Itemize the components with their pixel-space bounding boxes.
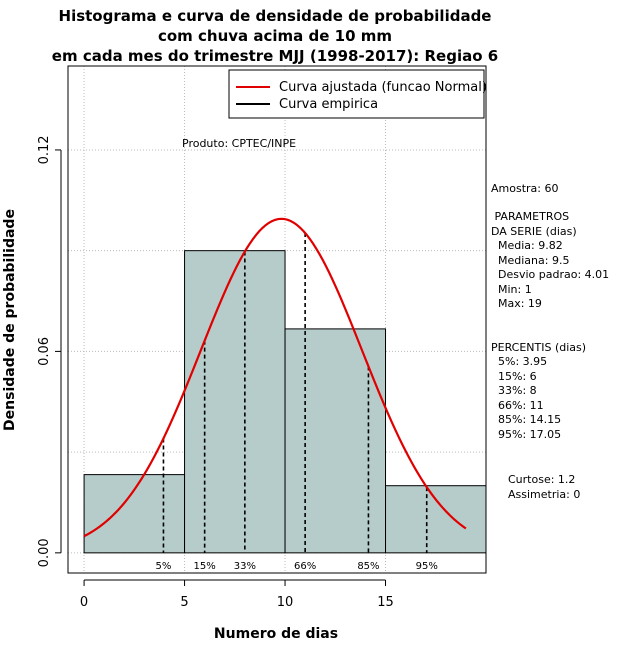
legend-fit-label: Curva ajustada (funcao Normal) xyxy=(279,80,487,95)
histogram-bar-1 xyxy=(83,474,186,554)
chart-title-line-1: Histograma e curva de densidade de proba… xyxy=(59,7,492,25)
legend-empirical-label: Curva empirica xyxy=(279,97,378,112)
normal-fit-curve xyxy=(83,217,467,538)
legend-box xyxy=(228,69,485,119)
percentile-label-66: 66% xyxy=(294,561,316,572)
params-values: Media: 9.82 Mediana: 9.5 Desvio padrao: … xyxy=(497,239,610,310)
percentis-title: PERCENTIS (dias) xyxy=(491,341,587,354)
shape-stats: Curtose: 1.2 Assimetria: 0 xyxy=(508,473,581,501)
x-axis-title: Numero de dias xyxy=(214,626,338,642)
histogram-bar-2 xyxy=(184,250,286,554)
params-title: PARAMETROS DA SERIE (dias) xyxy=(491,210,577,238)
chart-title-line-3: em cada mes do trimestre MJJ (1998-2017)… xyxy=(52,47,498,65)
legend: Curva ajustada (funcao Normal) Curva emp… xyxy=(228,69,487,119)
plot-area: 5% 15% 33% 66% 85% 95% 0 5 10 15 0.00 0.06 0.12 xyxy=(37,65,487,610)
x-tick-label-15: 15 xyxy=(377,595,394,610)
chart-title-line-2: com chuva acima de 10 mm xyxy=(158,27,392,45)
percentile-label-5: 5% xyxy=(156,561,172,572)
percentile-label-85: 85% xyxy=(357,561,379,572)
y-axis-title: Densidade de probabilidade xyxy=(2,209,18,431)
y-tick-label-0.12: 0.12 xyxy=(37,135,52,164)
x-tick-label-5: 5 xyxy=(180,595,188,610)
sample-size: Amostra: 60 xyxy=(491,182,559,195)
histogram-bar-4 xyxy=(385,485,487,554)
histogram-bar-3 xyxy=(284,328,387,554)
percentile-label-15: 15% xyxy=(194,561,216,572)
percentile-label-95: 95% xyxy=(416,561,438,572)
x-tick-label-0: 0 xyxy=(80,595,88,610)
percentile-label-33: 33% xyxy=(234,561,256,572)
y-tick-label-0.06: 0.06 xyxy=(37,337,52,366)
product-watermark: Produto: CPTEC/INPE xyxy=(182,137,296,150)
percentis-values: 5%: 3.95 15%: 6 33%: 8 66%: 11 85%: 14.1… xyxy=(497,355,562,441)
y-tick-label-0.00: 0.00 xyxy=(37,538,52,567)
x-tick-label-10: 10 xyxy=(277,595,294,610)
plot-frame xyxy=(67,65,487,574)
